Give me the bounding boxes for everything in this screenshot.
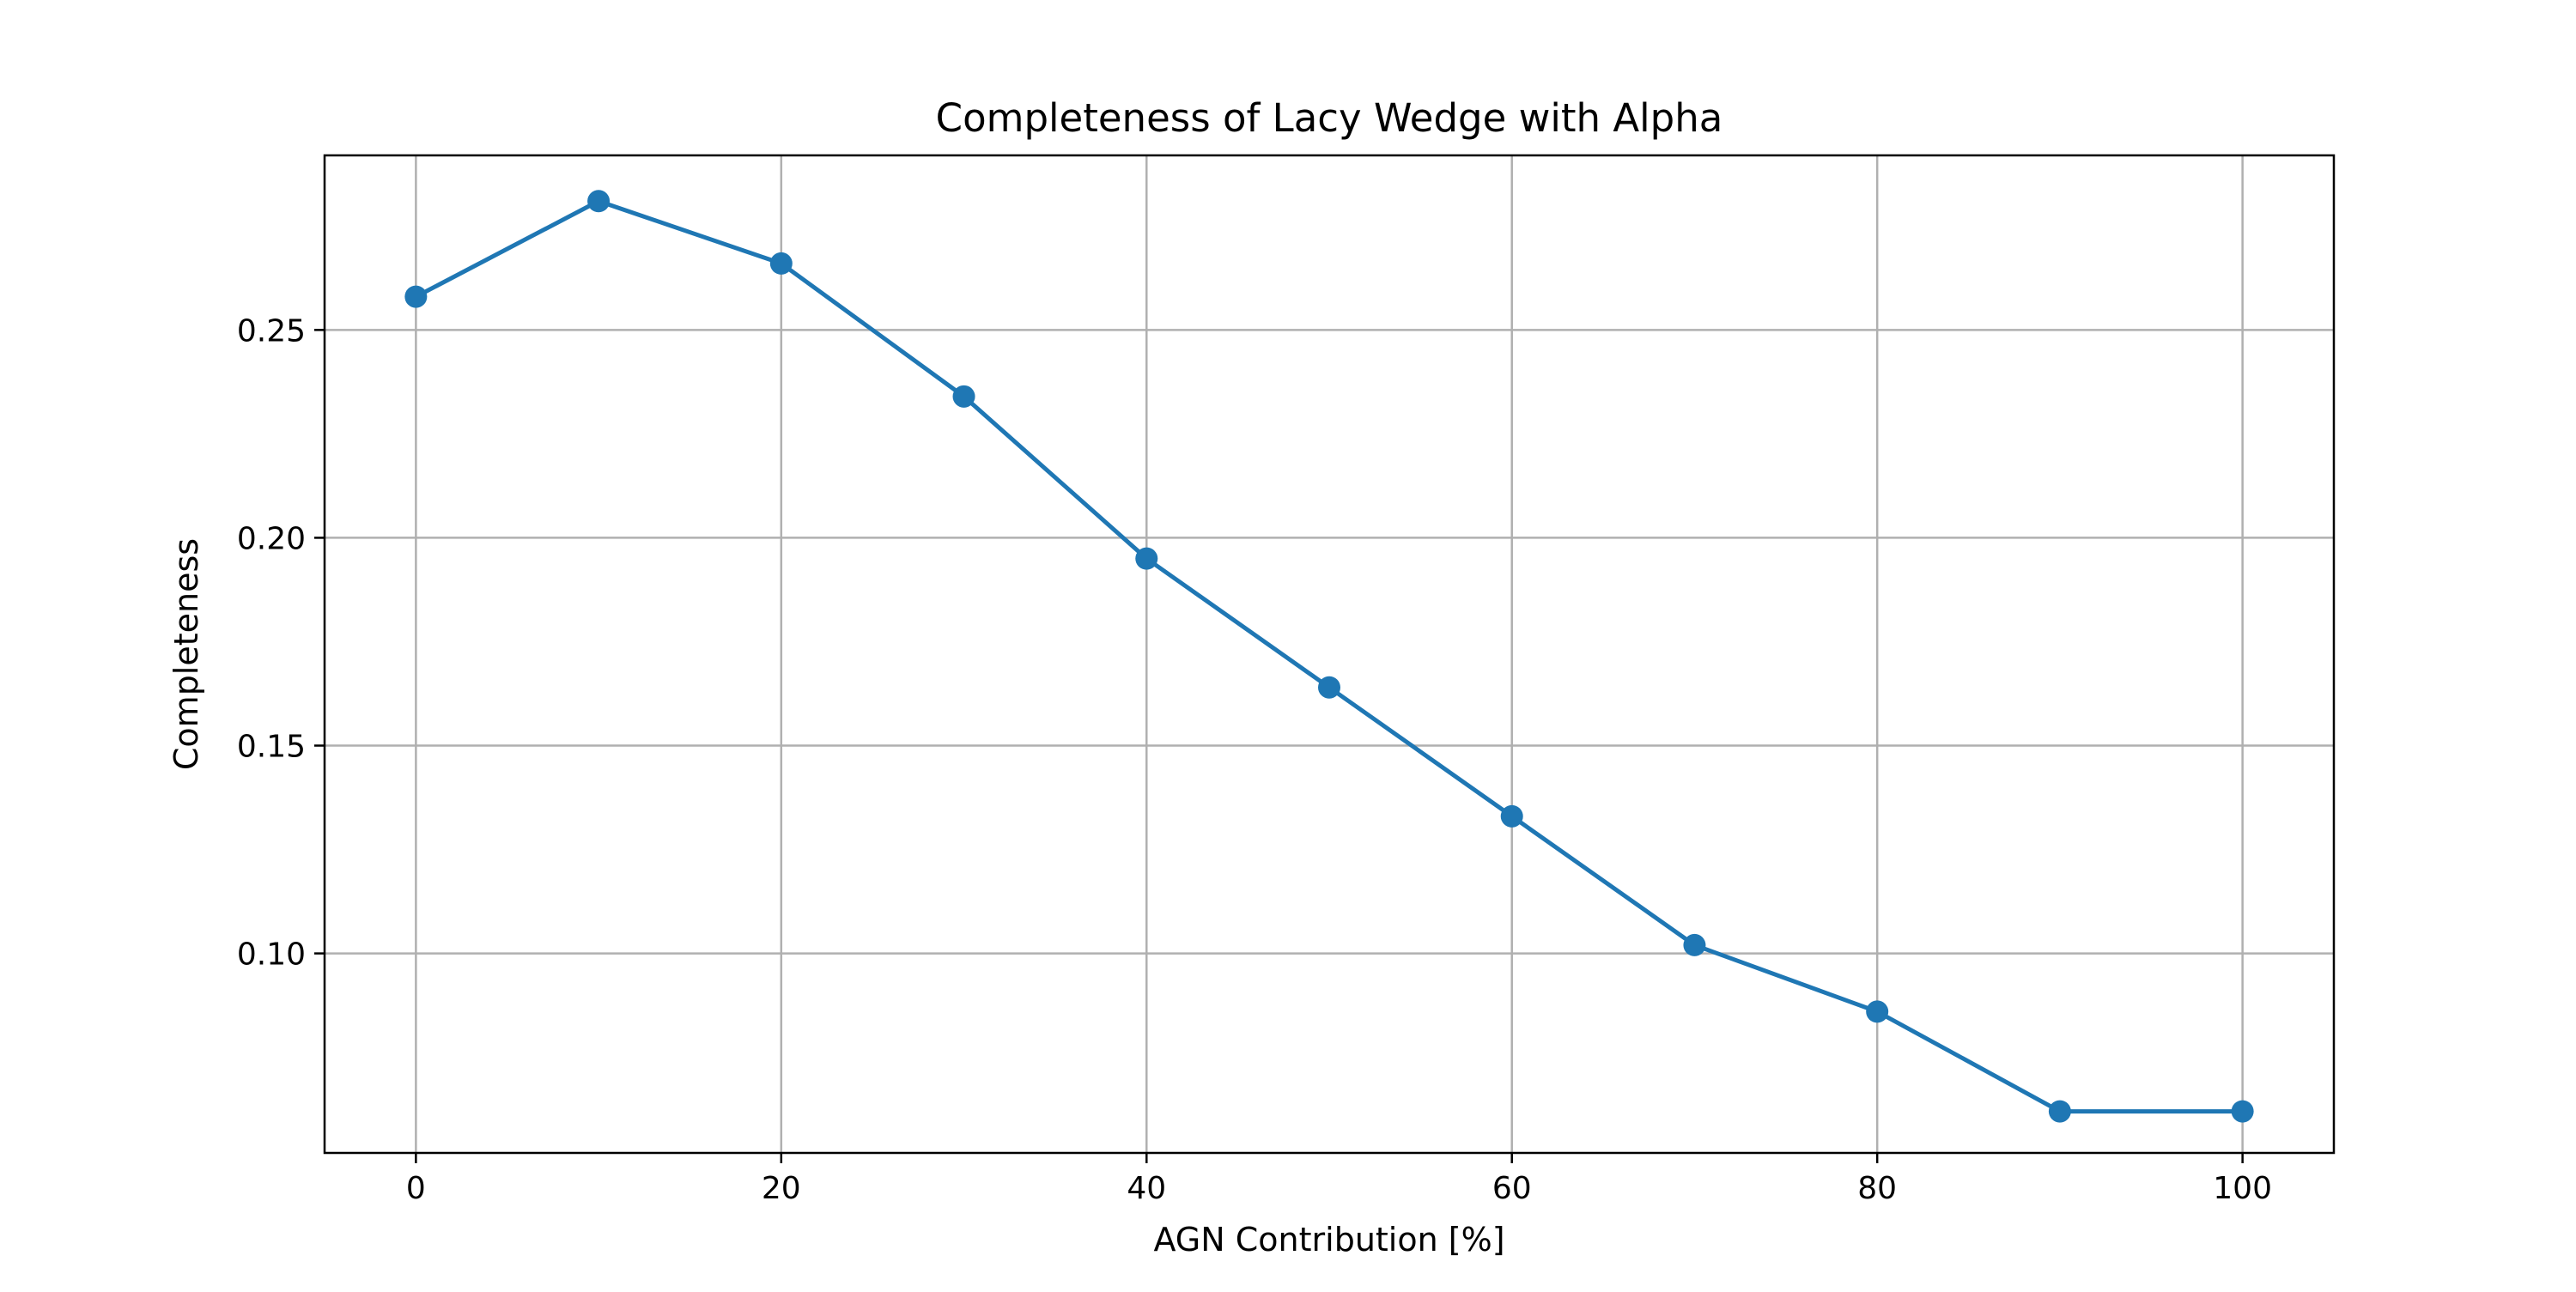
- y-axis-label: Completeness: [167, 538, 205, 770]
- x-tick-label: 40: [1127, 1171, 1166, 1206]
- x-tick-label: 20: [762, 1171, 801, 1206]
- data-point: [1866, 1000, 1889, 1023]
- y-tick-label: 0.15: [237, 730, 306, 765]
- data-point: [2048, 1100, 2071, 1123]
- ticks: 0 20 40 60 80 100 0.10 0.15 0.20 0.25: [237, 313, 2272, 1206]
- plot-frame: [323, 154, 2336, 1155]
- chart-title: Completeness of Lacy Wedge with Alpha: [936, 95, 1723, 141]
- y-tick-label: 0.25: [237, 313, 306, 349]
- data-point: [1683, 933, 1706, 956]
- data-point: [1500, 804, 1523, 828]
- x-tick-label: 60: [1492, 1171, 1532, 1206]
- x-tick-label: 100: [2213, 1171, 2272, 1206]
- y-tick-label: 0.10: [237, 937, 306, 973]
- grid: [325, 155, 2334, 1153]
- x-tick-label: 80: [1857, 1171, 1897, 1206]
- x-tick-label: 0: [406, 1171, 426, 1206]
- data-point: [1318, 676, 1340, 699]
- data-point: [404, 285, 428, 308]
- data-point: [952, 385, 975, 408]
- y-tick-label: 0.20: [237, 521, 306, 556]
- data-point: [769, 252, 793, 275]
- data-point: [587, 190, 611, 213]
- x-axis-label: AGN Contribution [%]: [1153, 1221, 1504, 1259]
- data-point: [1135, 547, 1158, 570]
- series: [404, 190, 2254, 1123]
- data-point: [2231, 1100, 2254, 1123]
